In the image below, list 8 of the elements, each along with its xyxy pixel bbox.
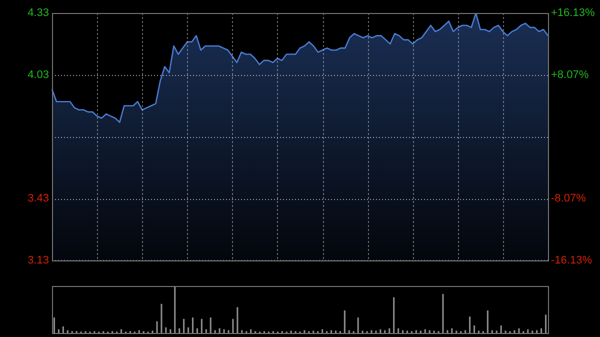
y2-tick-label: +8.07% xyxy=(551,68,589,81)
y-tick-label: 4.03 xyxy=(28,68,49,81)
y-tick-label: 3.13 xyxy=(28,254,49,266)
y-tick-label: 4.33 xyxy=(28,7,49,20)
y2-tick-label: -8.07% xyxy=(551,192,586,205)
y2-tick-label: -16.13% xyxy=(551,254,592,266)
y2-tick-label: +16.13% xyxy=(551,7,595,20)
y-tick-label: 3.43 xyxy=(28,192,49,205)
